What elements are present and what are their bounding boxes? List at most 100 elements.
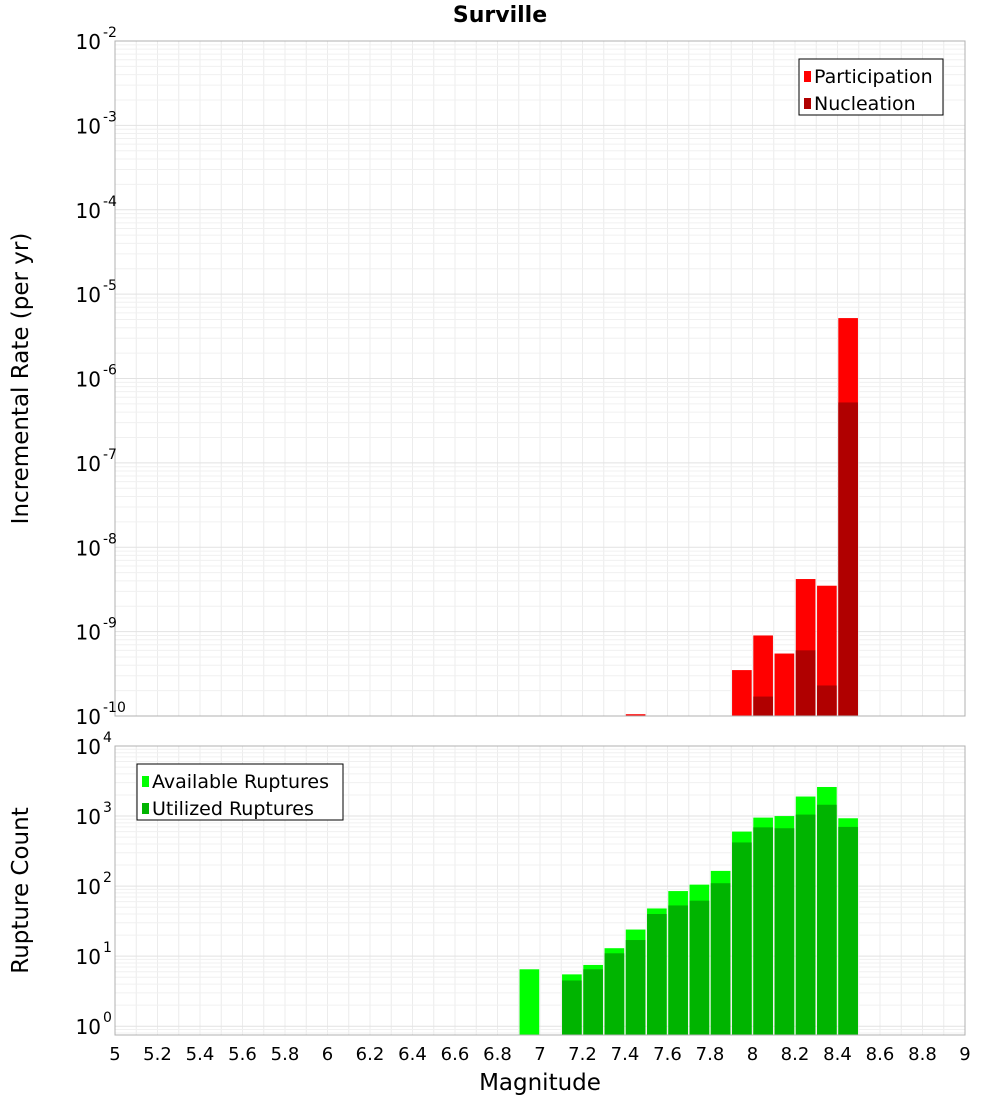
x-tick-label: 5.8 bbox=[271, 1044, 300, 1065]
plot-frame bbox=[114, 745, 966, 1036]
bar bbox=[732, 670, 752, 716]
legend: Participation Nucleation bbox=[798, 58, 944, 116]
y-tick-label: 10 bbox=[76, 452, 101, 476]
bar bbox=[668, 905, 688, 1035]
y-tick-exponent: -6 bbox=[103, 363, 117, 379]
y-axis-label: Incremental Rate (per yr) bbox=[8, 233, 34, 525]
bar bbox=[562, 980, 582, 1035]
x-tick-label: 7.8 bbox=[696, 1044, 725, 1065]
x-tick-label: 5.6 bbox=[228, 1044, 257, 1065]
y-tick-exponent: -9 bbox=[103, 616, 117, 632]
x-tick-label: 6.4 bbox=[398, 1044, 427, 1065]
bar bbox=[647, 914, 667, 1035]
y-tick-exponent: 1 bbox=[103, 940, 112, 956]
bar bbox=[753, 827, 773, 1035]
x-tick-label: 7.2 bbox=[568, 1044, 597, 1065]
y-tick-exponent: -4 bbox=[103, 194, 117, 210]
series-participation bbox=[625, 318, 858, 716]
bar bbox=[689, 900, 710, 1035]
y-axis-label: Rupture Count bbox=[8, 807, 34, 973]
x-tick-label: 5 bbox=[109, 1044, 120, 1065]
y-tick-label: 10 bbox=[76, 735, 101, 759]
bar bbox=[795, 650, 816, 716]
y-tick-label: 10 bbox=[76, 1015, 101, 1039]
x-tick-label: 9 bbox=[959, 1044, 970, 1065]
x-tick-label: 8.2 bbox=[781, 1044, 810, 1065]
y-tick-label: 10 bbox=[76, 621, 101, 645]
y-tick-exponent: 2 bbox=[103, 870, 112, 886]
y-tick-exponent: 4 bbox=[103, 730, 112, 746]
legend-box bbox=[798, 58, 944, 116]
bar bbox=[817, 585, 837, 716]
legend-swatch bbox=[142, 776, 149, 787]
bar bbox=[519, 969, 540, 1035]
bar bbox=[604, 953, 625, 1035]
x-tick-label: 8.4 bbox=[823, 1044, 852, 1065]
x-tick-label: 8.6 bbox=[866, 1044, 895, 1065]
legend-swatch bbox=[804, 71, 811, 82]
x-tick-label: 8.8 bbox=[908, 1044, 937, 1065]
x-axis: 5 5.2 5.4 5.6 5.8 6 6.2 6.4 6.6 6.8 7 7.2 7.4 7.6 7.8 8… bbox=[109, 1044, 970, 1065]
bar bbox=[583, 969, 603, 1035]
series-nucleation bbox=[753, 402, 858, 716]
y-tick-exponent: -2 bbox=[103, 25, 117, 41]
y-tick-label: 10 bbox=[76, 875, 101, 899]
y-tick-label: 10 bbox=[76, 945, 101, 969]
bar bbox=[710, 883, 731, 1035]
bar bbox=[732, 842, 752, 1035]
plot-frame bbox=[114, 40, 966, 717]
y-tick-label: 10 bbox=[76, 114, 101, 138]
y-tick-exponent: -7 bbox=[103, 447, 117, 463]
legend: Available Ruptures Utilized Ruptures bbox=[136, 763, 344, 821]
x-axis-label: Magnitude bbox=[479, 1070, 601, 1096]
legend-swatch bbox=[142, 803, 149, 814]
bar bbox=[625, 940, 646, 1035]
legend-label: Nucleation bbox=[814, 93, 916, 115]
x-tick-label: 7 bbox=[534, 1044, 545, 1065]
y-tick-exponent: 3 bbox=[103, 800, 112, 816]
bar bbox=[774, 653, 795, 716]
y-tick-exponent: -5 bbox=[103, 278, 117, 294]
bar bbox=[625, 714, 646, 716]
y-tick-exponent: -8 bbox=[103, 531, 117, 547]
x-tick-label: 7.4 bbox=[611, 1044, 640, 1065]
y-tick-exponent: 0 bbox=[103, 1010, 112, 1026]
grid-lines bbox=[114, 41, 966, 717]
legend-label: Available Ruptures bbox=[152, 771, 329, 793]
x-tick-label: 5.2 bbox=[143, 1044, 172, 1065]
x-tick-label: 7.6 bbox=[653, 1044, 682, 1065]
y-tick-label: 10 bbox=[76, 283, 101, 307]
x-tick-label: 5.4 bbox=[186, 1044, 215, 1065]
bar bbox=[817, 685, 837, 716]
legend-label: Utilized Ruptures bbox=[152, 798, 314, 820]
x-tick-label: 6.8 bbox=[483, 1044, 512, 1065]
series-utilized-ruptures bbox=[562, 804, 858, 1035]
x-tick-label: 6 bbox=[322, 1044, 333, 1065]
chart-title: Surville bbox=[453, 3, 547, 28]
grid-lines bbox=[114, 746, 966, 1035]
x-tick-label: 6.6 bbox=[441, 1044, 470, 1065]
bar bbox=[753, 696, 773, 716]
legend-swatch bbox=[804, 98, 811, 109]
y-tick-label: 10 bbox=[76, 199, 101, 223]
y-tick-exponent: -10 bbox=[103, 700, 126, 716]
y-tick-label: 10 bbox=[76, 805, 101, 829]
legend-label: Participation bbox=[814, 66, 933, 88]
bar bbox=[753, 635, 773, 716]
y-tick-label: 10 bbox=[76, 536, 101, 560]
y-tick-label: 10 bbox=[76, 30, 101, 54]
bar bbox=[838, 826, 858, 1035]
y-tick-label: 10 bbox=[76, 368, 101, 392]
legend-box bbox=[136, 763, 344, 821]
bar bbox=[774, 828, 795, 1035]
y-tick-exponent: -3 bbox=[103, 109, 117, 125]
x-tick-label: 8 bbox=[747, 1044, 758, 1065]
bar bbox=[838, 402, 858, 716]
bar bbox=[817, 804, 837, 1035]
